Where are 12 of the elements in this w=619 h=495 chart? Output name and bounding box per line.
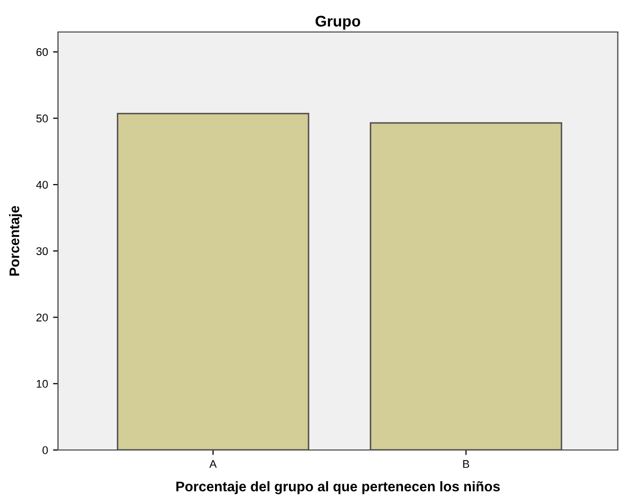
- x-tick-label: A: [209, 460, 217, 468]
- y-tick-label: 20: [36, 314, 48, 322]
- y-tick-label: 60: [36, 48, 48, 56]
- y-tick-label: 10: [36, 380, 48, 388]
- y-tick-label: 30: [36, 247, 48, 256]
- x-axis-title: Porcentaje del grupo al que pertenecen los niños: [176, 481, 500, 494]
- chart-title: Grupo: [316, 16, 360, 30]
- y-axis-title: Porcentaje: [9, 206, 22, 276]
- y-tick-label: 40: [36, 180, 48, 189]
- y-tick-label: 0: [42, 446, 48, 454]
- x-tick-label: B: [463, 460, 470, 468]
- y-tick-label: 50: [36, 114, 48, 122]
